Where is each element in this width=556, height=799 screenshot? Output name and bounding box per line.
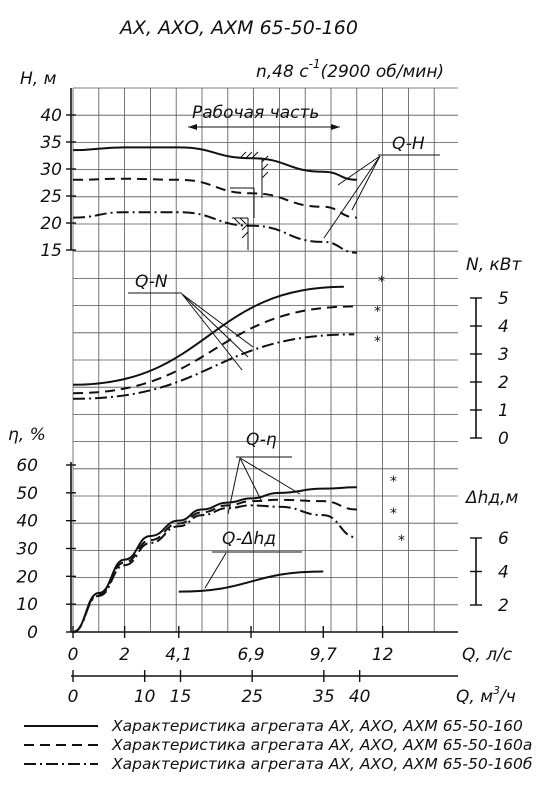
power-curve-dashdot xyxy=(72,333,355,400)
head-tick-label: 30 xyxy=(40,160,62,180)
q-ls-axis-label: Q, л/с xyxy=(462,645,513,665)
legend-label-solid: Характеристика агрегата АХ, АХО, АХМ 65-… xyxy=(111,717,523,735)
power-tick-label: 0 xyxy=(498,429,509,449)
axes xyxy=(70,88,477,677)
power-curve-solid xyxy=(72,285,344,386)
eta-tick-label: 10 xyxy=(16,595,38,615)
q-m3h-tick-label: 0 xyxy=(68,687,79,707)
q-ls-tick-label: 4,1 xyxy=(165,645,192,665)
efficiency-curve-solid xyxy=(72,486,357,633)
q-m3h-tick-label: 15 xyxy=(170,687,192,707)
q-m3h-axis-label: Q, м3/ч xyxy=(456,684,516,707)
q-m3h-exponent: 3 xyxy=(493,684,500,697)
npsh-tick-label: 4 xyxy=(498,563,509,583)
eta-tick-label: 0 xyxy=(27,623,38,643)
q-ls-tick-label: 9,7 xyxy=(310,645,337,665)
head-curve-solid xyxy=(72,146,357,181)
q-ls-tick-label: 12 xyxy=(372,645,394,665)
legend: Характеристика агрегата АХ, АХО, АХМ 65-… xyxy=(24,717,533,773)
star-eta-dashdot: * xyxy=(398,533,405,549)
power-curve-dashed xyxy=(72,305,355,395)
eta-tick-label: 20 xyxy=(16,567,38,587)
eta-axis-label: η, % xyxy=(8,425,46,445)
subtitle-exponent: -1 xyxy=(309,57,321,71)
curve-end-stars: * * * * * * xyxy=(374,274,405,549)
star-eta-solid: * xyxy=(390,474,397,490)
eta-tick-label: 40 xyxy=(16,512,38,532)
curves xyxy=(72,146,357,633)
subtitle-speed: n,48 с-1(2900 об/мин) xyxy=(256,57,444,82)
subtitle-rpm: (2900 об/мин) xyxy=(321,62,445,82)
qn-label: Q-N xyxy=(135,272,168,292)
working-point-markers xyxy=(230,151,269,250)
head-tick-label: 35 xyxy=(40,133,62,153)
head-curve-dashed xyxy=(72,177,357,219)
q-ls-tick-label: 2 xyxy=(119,645,130,665)
head-tick-label: 15 xyxy=(40,241,62,261)
npsh-tick-label: 6 xyxy=(498,529,509,549)
power-tick-label: 1 xyxy=(498,401,509,421)
eta-tick-label: 50 xyxy=(16,484,38,504)
q-m3h-tick-label: 35 xyxy=(313,687,335,707)
star-n-dashdot: * xyxy=(374,334,381,350)
grid xyxy=(72,87,458,632)
eta-tick-label: 30 xyxy=(16,540,38,560)
q-m3h-prefix: Q, м xyxy=(456,687,493,707)
working-zone-label: Рабочая часть xyxy=(192,103,319,123)
npsh-curve-solid xyxy=(178,570,324,593)
q-m3h-tick-label: 25 xyxy=(241,687,263,707)
legend-label-dashdot: Характеристика агрегата АХ, АХО, АХМ 65-… xyxy=(111,755,533,773)
npsh-tick-label: 2 xyxy=(498,596,509,616)
power-tick-label: 3 xyxy=(498,345,509,365)
star-n-dashed: * xyxy=(374,304,381,320)
qh-label: Q-H xyxy=(392,134,425,154)
power-tick-label: 2 xyxy=(498,373,509,393)
q-ls-tick-label: 6,9 xyxy=(237,645,264,665)
star-n-solid: * xyxy=(378,274,385,290)
head-tick-label: 25 xyxy=(40,187,62,207)
efficiency-curve-dashdot xyxy=(72,504,357,633)
qeta-label: Q-η xyxy=(246,430,277,450)
qnpsh-label: Q-Δhд xyxy=(222,529,276,549)
subtitle-n: n,48 с xyxy=(256,62,309,82)
power-axis-label: N, кВт xyxy=(466,255,522,275)
q-m3h-tick-label: 40 xyxy=(349,687,371,707)
q-m3h-tick-label: 10 xyxy=(134,687,156,707)
star-eta-dashed: * xyxy=(390,506,397,522)
npsh-axis-label: Δhд,м xyxy=(464,488,519,508)
power-tick-label: 5 xyxy=(498,289,509,309)
power-tick-label: 4 xyxy=(498,317,509,337)
working-zone: Рабочая часть xyxy=(188,103,340,130)
curve-labels: Q-H Q-N Q-η Q-Δhд xyxy=(128,134,440,589)
legend-label-dashed: Характеристика агрегата АХ, АХО, АХМ 65-… xyxy=(111,736,532,754)
efficiency-curve-dashed xyxy=(72,498,357,633)
chart-title: АХ, АХО, АХМ 65-50-160 xyxy=(118,17,358,39)
q-m3h-suffix: /ч xyxy=(498,687,516,707)
head-tick-label: 40 xyxy=(40,106,62,126)
head-curve-dashdot xyxy=(72,211,357,254)
head-tick-label: 20 xyxy=(40,214,62,234)
q-ls-tick-label: 0 xyxy=(68,645,79,665)
head-axis-label: Н, м xyxy=(20,69,57,89)
eta-tick-label: 60 xyxy=(16,456,38,476)
